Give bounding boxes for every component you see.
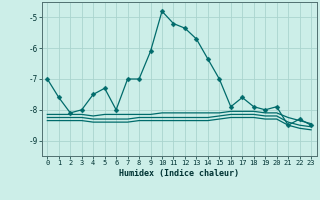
X-axis label: Humidex (Indice chaleur): Humidex (Indice chaleur) bbox=[119, 169, 239, 178]
